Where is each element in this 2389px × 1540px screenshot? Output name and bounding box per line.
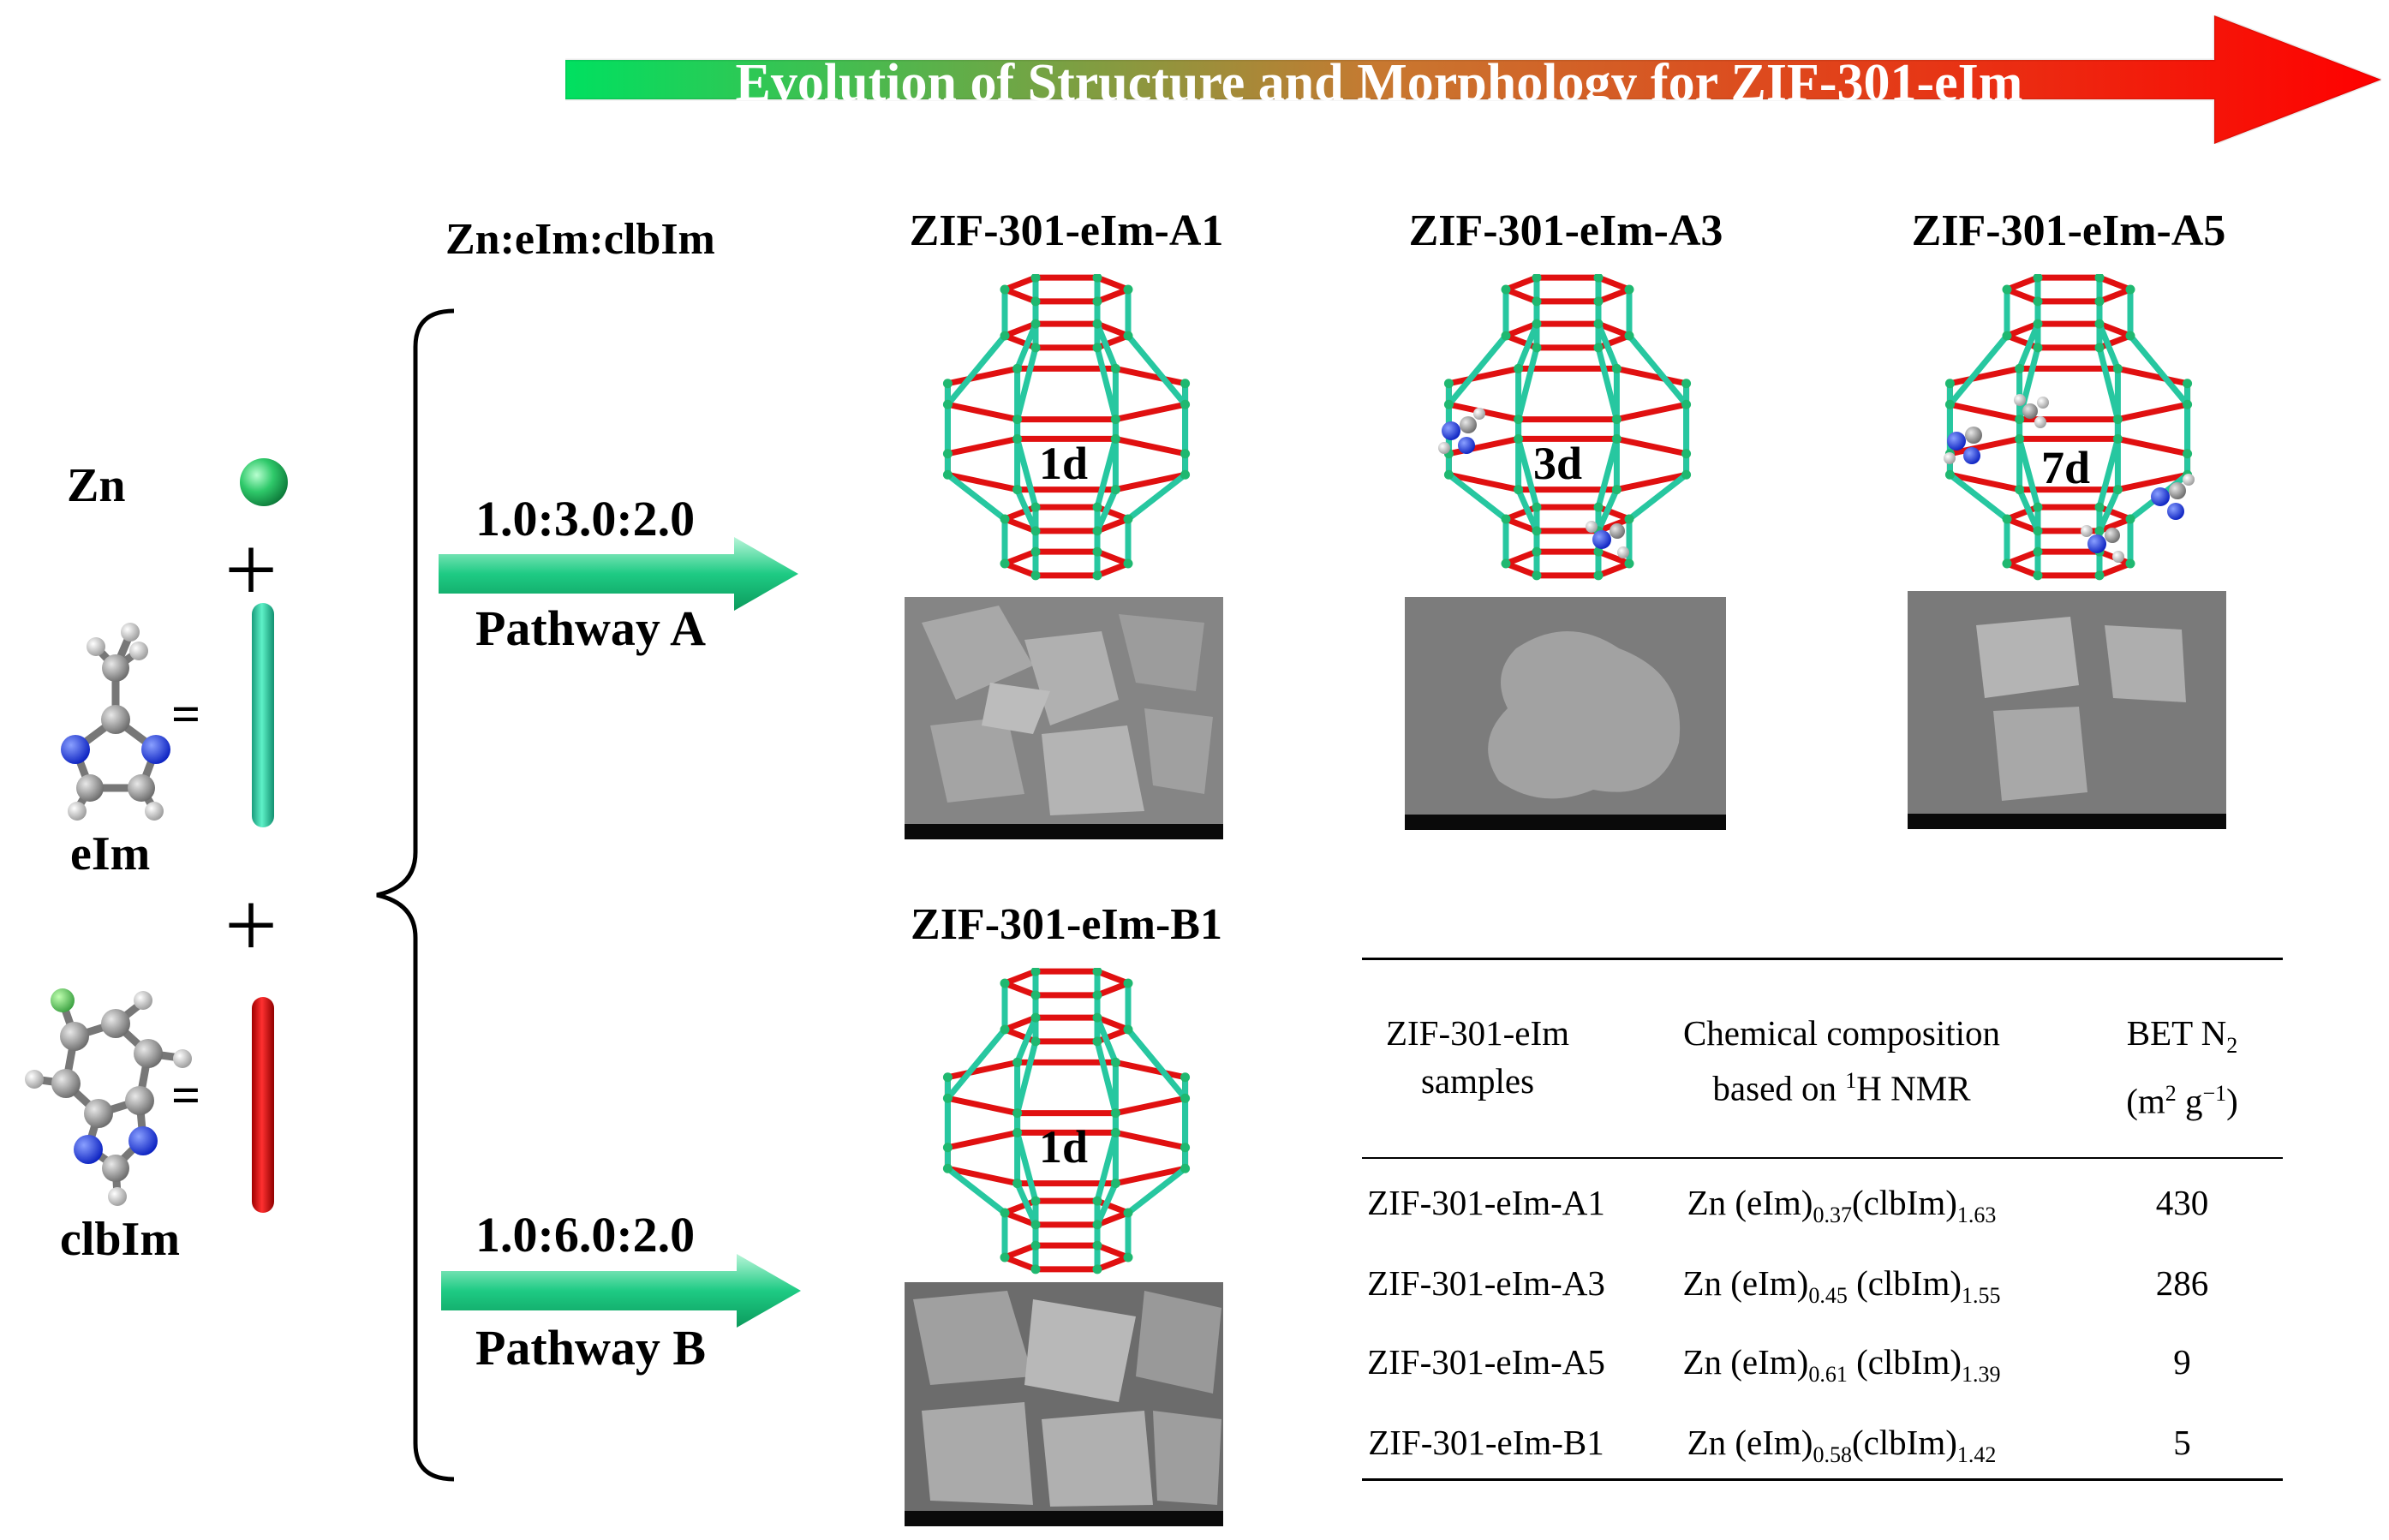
guest-molecule-icon	[1586, 521, 1629, 558]
row-a1-bet: 430	[2155, 1183, 2209, 1222]
eim-molecule-icon	[61, 623, 170, 821]
row-a5-bet: 9	[2173, 1342, 2191, 1382]
pathway-a-ratio: 1.0:3.0:2.0	[475, 491, 696, 546]
ratio-header: Zn:eIm:clbIm	[445, 215, 715, 264]
row-a5-sample: ZIF-301-eIm-A5	[1367, 1342, 1605, 1382]
clbim-linker-rod-icon	[252, 997, 274, 1213]
row-b1-bet: 5	[2173, 1423, 2191, 1462]
plus-sign-2: +	[224, 873, 278, 977]
row-b1-sample: ZIF-301-eIm-B1	[1368, 1423, 1604, 1462]
sample-title-a1: ZIF-301-eIm-A1	[909, 206, 1224, 255]
pathway-a-label: Pathway A	[475, 600, 707, 656]
eim-linker-rod-icon	[252, 603, 274, 827]
days-label-a5: 7d	[2041, 442, 2091, 493]
cage-structure-a1	[942, 274, 1191, 581]
guest-molecule-icon	[1944, 427, 1982, 464]
sem-image-a3	[1405, 597, 1726, 830]
guest-molecule-icon	[2151, 474, 2195, 520]
equals-sign-1: =	[171, 686, 201, 743]
row-a3-sample: ZIF-301-eIm-A3	[1367, 1263, 1605, 1303]
evolution-arrow	[565, 15, 2381, 144]
equals-sign-2: =	[171, 1067, 201, 1124]
header-samples: ZIF-301-eIm samples	[1385, 1013, 1570, 1101]
guest-molecule-icon	[2014, 394, 2049, 428]
plus-sign-1: +	[224, 517, 278, 622]
curly-brace	[376, 308, 455, 1482]
days-label-b1: 1d	[1039, 1121, 1089, 1173]
pathway-b-label: Pathway B	[475, 1320, 707, 1376]
sem-image-a5	[1908, 591, 2226, 829]
eim-label: eIm	[70, 827, 151, 880]
row-a1-composition: Zn (eIm)0.37(clbIm)1.63	[1687, 1183, 1997, 1228]
zn-atom-icon	[240, 458, 288, 506]
header-composition: Chemical composition based on 1H NMR	[1682, 1013, 2001, 1108]
days-label-a1: 1d	[1039, 438, 1089, 489]
cage-structure-b1	[942, 968, 1191, 1274]
banner-title: Evolution of Structure and Morphology fo…	[735, 54, 2023, 112]
pathway-b-arrow	[441, 1254, 801, 1328]
guest-molecule-icon	[2081, 525, 2124, 563]
guest-molecule-icon	[1438, 408, 1485, 454]
zn-label: Zn	[67, 459, 126, 512]
sample-title-a5: ZIF-301-eIm-A5	[1911, 206, 2226, 255]
row-a1-sample: ZIF-301-eIm-A1	[1367, 1183, 1605, 1222]
pathway-a-arrow	[439, 537, 798, 611]
clbim-molecule-icon	[25, 988, 192, 1206]
clbim-label: clbIm	[60, 1213, 180, 1266]
pathway-b-ratio: 1.0:6.0:2.0	[475, 1207, 696, 1262]
days-label-a3: 3d	[1533, 438, 1583, 489]
sem-image-b1	[905, 1282, 1223, 1526]
row-b1-composition: Zn (eIm)0.58(clbIm)1.42	[1687, 1423, 1997, 1468]
row-a5-composition: Zn (eIm)0.61 (clbIm)1.39	[1682, 1342, 2001, 1388]
header-bet: BET N2 (m2 g−1)	[2126, 1013, 2238, 1121]
sample-title-a3: ZIF-301-eIm-A3	[1408, 206, 1723, 255]
row-a3-composition: Zn (eIm)0.45 (clbIm)1.55	[1682, 1263, 2001, 1309]
sample-title-b1: ZIF-301-eIm-B1	[911, 900, 1222, 949]
row-a3-bet: 286	[2155, 1263, 2209, 1303]
sem-image-a1	[905, 597, 1223, 839]
